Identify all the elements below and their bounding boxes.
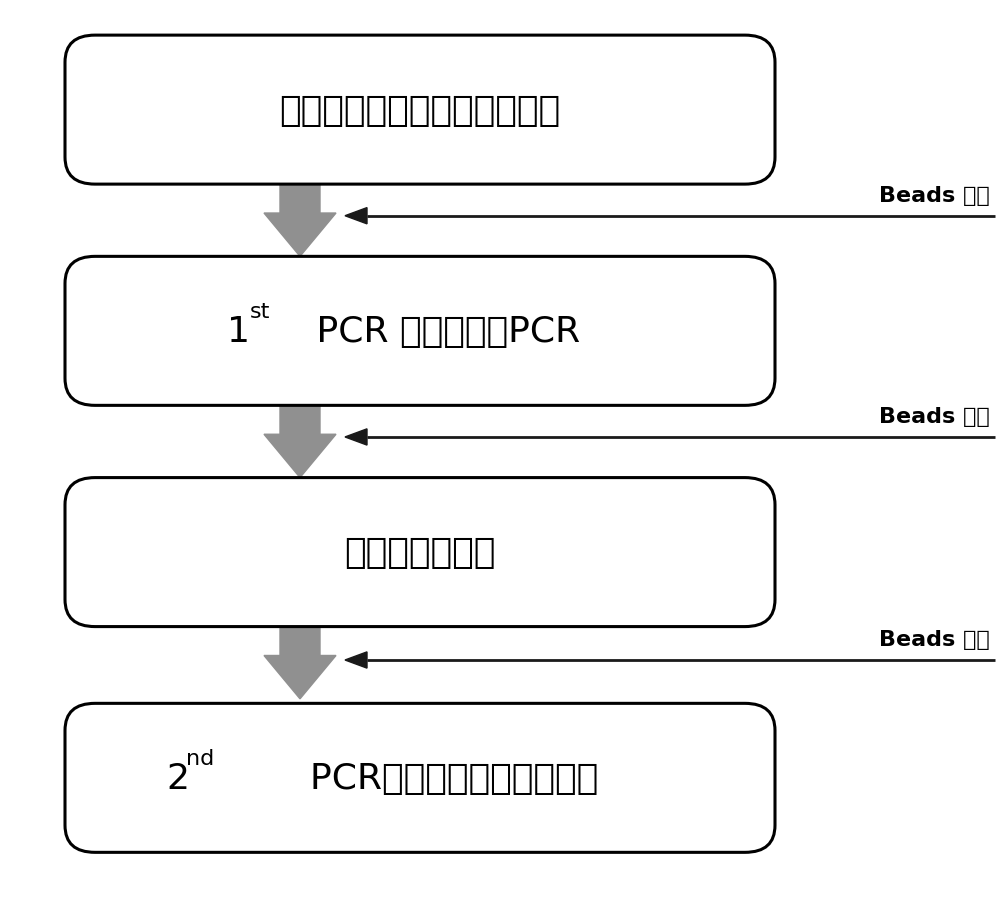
Polygon shape	[345, 208, 367, 225]
FancyBboxPatch shape	[65, 36, 775, 185]
Polygon shape	[264, 625, 336, 699]
Polygon shape	[345, 429, 367, 446]
Text: PCR 扩增，多重PCR: PCR 扩增，多重PCR	[305, 315, 580, 348]
Text: Beads 纯化: Beads 纯化	[879, 630, 990, 649]
Text: PCR扩增，文库扩增加接头: PCR扩增，文库扩增加接头	[287, 761, 598, 795]
Text: Beads 纯化: Beads 纯化	[879, 407, 990, 427]
Polygon shape	[345, 652, 367, 668]
Text: 非扩增产物消化: 非扩增产物消化	[344, 536, 496, 569]
Text: 1: 1	[227, 315, 250, 348]
FancyBboxPatch shape	[65, 257, 775, 406]
FancyBboxPatch shape	[65, 478, 775, 627]
Text: nd: nd	[186, 748, 214, 769]
FancyBboxPatch shape	[65, 704, 775, 852]
Text: st: st	[250, 301, 270, 322]
Text: 核酸定量，均一化建库起始量: 核酸定量，均一化建库起始量	[279, 94, 561, 127]
Polygon shape	[264, 183, 336, 257]
Text: 2: 2	[166, 761, 189, 795]
Polygon shape	[264, 404, 336, 478]
Text: Beads 纯化: Beads 纯化	[879, 186, 990, 206]
